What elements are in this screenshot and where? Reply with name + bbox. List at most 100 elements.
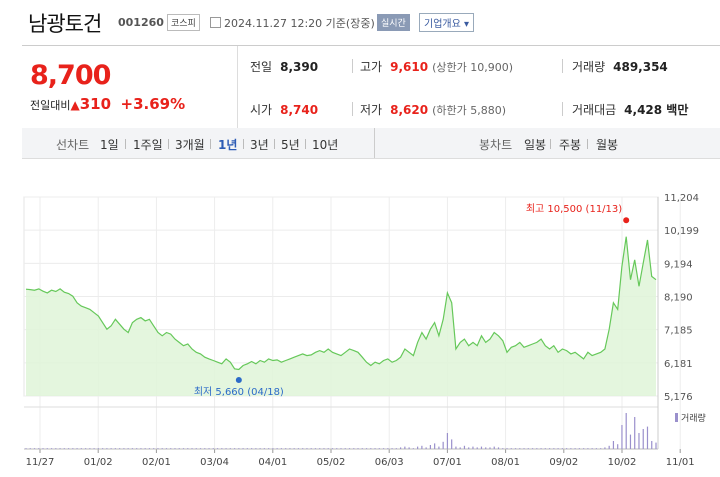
max-marker — [623, 217, 630, 224]
volume-bar — [553, 448, 555, 449]
tab-1w[interactable]: 1주일 — [133, 138, 163, 152]
x-tick-label: 09/02 — [549, 457, 578, 468]
tab-separator — [125, 139, 126, 149]
volume-bar — [438, 446, 440, 449]
tab-10y[interactable]: 10년 — [312, 138, 339, 152]
volume-bar — [378, 448, 380, 449]
volume-bar — [566, 448, 568, 449]
volume-bar — [246, 448, 248, 449]
tab-daily[interactable]: 일봉 — [524, 138, 547, 152]
volume-bar — [497, 447, 500, 449]
tab-separator — [305, 139, 306, 149]
volume-bar — [544, 448, 546, 449]
high-label: 고가 — [360, 60, 383, 74]
volume-bar — [493, 446, 495, 449]
x-tick-label: 06/03 — [375, 457, 404, 468]
volume-bar — [238, 448, 240, 449]
tab-monthly[interactable]: 월봉 — [596, 138, 619, 152]
volume-bar — [399, 447, 402, 449]
tab-weekly[interactable]: 주봉 — [559, 138, 582, 152]
change-value: 310 — [79, 95, 112, 113]
up-arrow-icon: ▲ — [70, 98, 80, 112]
company-overview-dropdown[interactable]: 기업개요 ▾ — [419, 13, 474, 32]
volume-bar — [353, 448, 355, 449]
x-tick-label: 02/01 — [142, 457, 171, 468]
volume-bar — [314, 448, 317, 449]
change-percent: +3.69% — [120, 95, 186, 113]
min-label: 최저 5,660 (04/18) — [194, 386, 284, 398]
divider — [562, 59, 563, 73]
volume-bar — [519, 448, 521, 449]
volume-bar — [540, 448, 542, 449]
volume-bar — [97, 448, 99, 449]
volume-bar — [263, 448, 265, 449]
realtime-button[interactable]: 실시간 — [377, 14, 410, 31]
volume-bar — [268, 448, 270, 449]
volume-bar — [55, 448, 57, 449]
volume-bar — [583, 448, 585, 449]
volume-bar — [114, 448, 116, 449]
divider — [352, 102, 353, 116]
volume-legend-label: 거래량 — [681, 412, 706, 424]
volume-bar — [119, 448, 121, 449]
tab-separator — [243, 139, 244, 149]
volume-bar — [285, 448, 287, 449]
lower-limit: (하한가 5,880) — [432, 104, 506, 117]
volume-bar — [293, 448, 295, 449]
volume-bar — [208, 448, 210, 449]
x-tick-label: 05/02 — [317, 457, 346, 468]
volume-bar — [374, 448, 376, 449]
volume-bar — [216, 448, 219, 449]
prev-close: 전일 8,390 — [250, 58, 318, 75]
volume-bar — [50, 448, 53, 449]
upper-limit: (상한가 10,900) — [432, 61, 513, 74]
volume-bar — [387, 448, 389, 449]
volume-bar — [140, 448, 142, 449]
chart-tabs: 선차트 1일 1주일 3개월 1년 3년 5년 10년 봉차트 일봉 주봉 월봉 — [22, 128, 720, 159]
y-tick-label: 9,194 — [664, 259, 693, 270]
volume-bar — [123, 448, 125, 449]
tab-1y[interactable]: 1년 — [218, 138, 238, 152]
volume-label: 거래량 — [572, 60, 606, 74]
volume-bar — [642, 429, 644, 449]
volume-bar — [136, 448, 138, 449]
volume-bar — [489, 447, 491, 449]
calendar-icon — [210, 17, 221, 28]
volume-bar — [153, 448, 155, 449]
volume-bar — [157, 448, 159, 449]
volume-bar — [310, 448, 312, 449]
volume-bar — [221, 448, 223, 449]
x-tick-label: 11/01 — [666, 457, 695, 468]
volume-bar — [174, 448, 176, 449]
volume-bar — [382, 448, 385, 449]
volume-bar — [29, 448, 31, 449]
volume-bar — [289, 448, 291, 449]
stock-code: 001260 — [118, 16, 164, 29]
stock-header: 남광토건 001260 코스피 2024.11.27 12:20 기준(장중) … — [0, 0, 720, 44]
volume-bar — [523, 448, 525, 449]
volume-bar — [412, 448, 414, 449]
volume-bar — [600, 448, 602, 449]
volume-bar — [629, 434, 632, 449]
volume-bar — [612, 441, 615, 449]
volume-bar — [229, 448, 231, 449]
volume-bar — [651, 441, 653, 449]
tab-1d[interactable]: 1일 — [100, 138, 119, 152]
tab-3y[interactable]: 3년 — [250, 138, 269, 152]
open-price: 시가 8,740 — [250, 101, 318, 118]
volume-bar — [587, 448, 589, 449]
volume-bar — [472, 446, 474, 449]
volume-bar — [655, 442, 657, 449]
price-line — [25, 236, 657, 371]
volume-bar — [148, 448, 151, 449]
volume-bar — [178, 448, 180, 449]
tab-3m[interactable]: 3개월 — [175, 138, 205, 152]
volume-bar — [182, 448, 185, 449]
volume-bar — [434, 443, 436, 449]
volume-bar — [102, 448, 104, 449]
tab-separator — [168, 139, 169, 149]
volume-bar — [340, 448, 342, 449]
tab-5y[interactable]: 5년 — [281, 138, 300, 152]
y-tick-label: 11,204 — [664, 193, 699, 204]
